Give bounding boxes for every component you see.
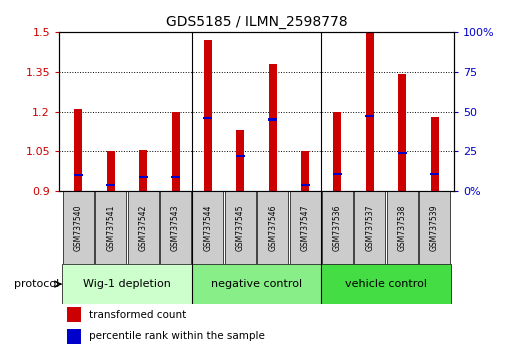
- Bar: [62, 264, 192, 304]
- Bar: [398, 74, 406, 191]
- Bar: [257, 191, 288, 264]
- Bar: [204, 117, 212, 119]
- Bar: [74, 174, 83, 176]
- Bar: [95, 191, 126, 264]
- Text: GSM737540: GSM737540: [74, 204, 83, 251]
- Bar: [128, 191, 159, 264]
- Bar: [171, 112, 180, 191]
- Text: GSM737547: GSM737547: [301, 204, 309, 251]
- Bar: [365, 115, 374, 118]
- Bar: [301, 152, 309, 191]
- Text: GSM737546: GSM737546: [268, 204, 277, 251]
- Bar: [67, 307, 81, 322]
- Bar: [366, 32, 374, 191]
- Text: GSM737537: GSM737537: [365, 204, 374, 251]
- Bar: [63, 191, 94, 264]
- Text: percentile rank within the sample: percentile rank within the sample: [89, 331, 265, 341]
- Bar: [171, 176, 180, 178]
- Bar: [354, 191, 385, 264]
- Text: protocol: protocol: [14, 279, 60, 289]
- Bar: [430, 117, 439, 191]
- Text: Wig-1 depletion: Wig-1 depletion: [83, 279, 171, 289]
- Text: GSM737539: GSM737539: [430, 204, 439, 251]
- Bar: [289, 191, 321, 264]
- Bar: [333, 112, 342, 191]
- Bar: [430, 172, 439, 175]
- Bar: [321, 264, 451, 304]
- Bar: [107, 152, 115, 191]
- Bar: [322, 191, 353, 264]
- Bar: [67, 329, 81, 343]
- Bar: [160, 191, 191, 264]
- Text: negative control: negative control: [211, 279, 302, 289]
- Text: GSM737538: GSM737538: [398, 204, 407, 251]
- Text: GSM737545: GSM737545: [236, 204, 245, 251]
- Bar: [236, 155, 245, 157]
- Bar: [387, 191, 418, 264]
- Bar: [192, 191, 224, 264]
- Bar: [139, 176, 148, 178]
- Title: GDS5185 / ILMN_2598778: GDS5185 / ILMN_2598778: [166, 16, 347, 29]
- Text: vehicle control: vehicle control: [345, 279, 427, 289]
- Text: GSM737544: GSM737544: [204, 204, 212, 251]
- Text: GSM737542: GSM737542: [139, 204, 148, 251]
- Bar: [106, 184, 115, 186]
- Bar: [204, 40, 212, 191]
- Bar: [236, 130, 244, 191]
- Bar: [268, 118, 277, 120]
- Bar: [333, 172, 342, 175]
- Bar: [301, 184, 309, 186]
- Bar: [139, 150, 147, 191]
- Text: GSM737543: GSM737543: [171, 204, 180, 251]
- Text: GSM737536: GSM737536: [333, 204, 342, 251]
- Bar: [269, 64, 277, 191]
- Text: GSM737541: GSM737541: [106, 204, 115, 251]
- Text: transformed count: transformed count: [89, 310, 186, 320]
- Bar: [398, 152, 407, 154]
- Bar: [192, 264, 321, 304]
- Bar: [225, 191, 256, 264]
- Bar: [419, 191, 450, 264]
- Bar: [74, 109, 83, 191]
